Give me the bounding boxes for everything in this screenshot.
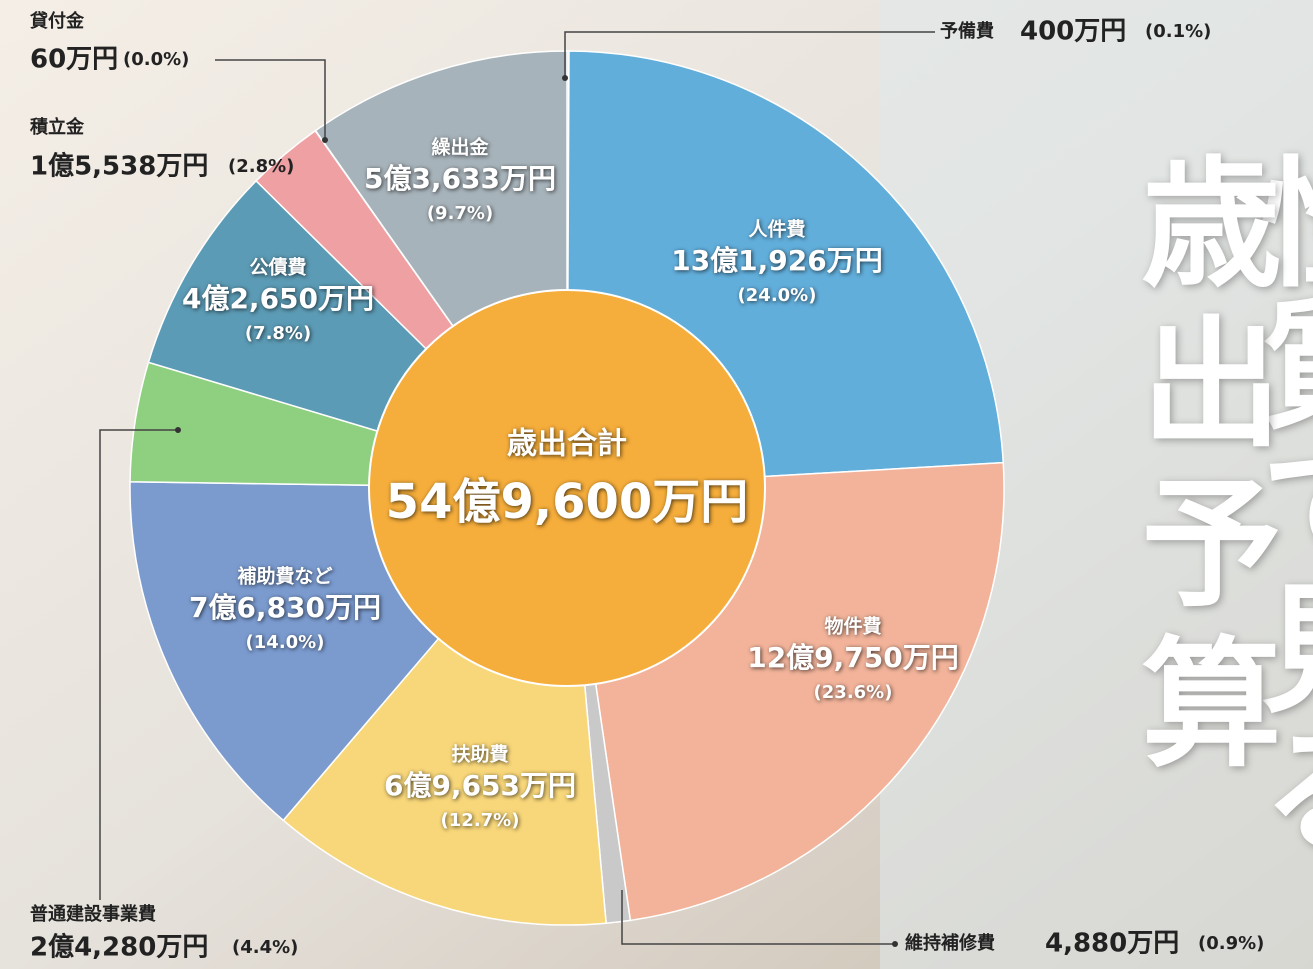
center-circle xyxy=(368,289,766,687)
leader-dot xyxy=(175,427,181,433)
leader-line xyxy=(621,890,895,945)
slice-amount: 60万円 xyxy=(30,45,118,75)
slice-percent: (4.4%) xyxy=(232,937,298,958)
leader-dot xyxy=(322,137,328,143)
slice-percent: (9.7%) xyxy=(427,203,493,224)
leader-dot xyxy=(562,75,568,81)
slice-name: 補助費など xyxy=(236,565,332,588)
vertical-subtitle: 歳出予算 xyxy=(1117,150,1280,790)
leader-line xyxy=(564,31,935,78)
slice-name: 普通建設事業費 xyxy=(30,903,156,925)
vertical-title: 性質で見る xyxy=(1237,150,1313,860)
leader-line xyxy=(215,59,326,140)
slice-percent: (0.0%) xyxy=(123,49,189,70)
slice-percent: (2.8%) xyxy=(228,156,294,177)
slice-name: 公債費 xyxy=(249,256,306,279)
slice-amount: 4億2,650万円 xyxy=(182,282,374,315)
slice-amount: 400万円 xyxy=(1020,17,1126,47)
slice-percent: (24.0%) xyxy=(738,285,817,306)
slice-percent: (23.6%) xyxy=(814,682,893,703)
slice-name: 人件費 xyxy=(748,218,805,241)
slice-name: 貸付金 xyxy=(30,10,85,32)
slice-name: 予備費 xyxy=(940,20,994,42)
center-total: 54億9,600万円 xyxy=(386,474,749,530)
slice-percent: (0.9%) xyxy=(1198,933,1264,954)
slice-amount: 2億4,280万円 xyxy=(30,933,208,963)
slice-name: 積立金 xyxy=(29,116,85,138)
slice-amount: 5億3,633万円 xyxy=(364,162,556,195)
slice-name: 維持補修費 xyxy=(905,932,995,954)
slice-amount: 12億9,750万円 xyxy=(747,641,959,674)
slice-name: 扶助費 xyxy=(451,743,508,766)
slice-amount: 6億9,653万円 xyxy=(384,769,576,802)
leader-line xyxy=(99,429,178,900)
slice-amount: 13億1,926万円 xyxy=(671,244,883,277)
slice-percent: (14.0%) xyxy=(246,632,325,653)
slice-amount: 1億5,538万円 xyxy=(30,152,208,182)
slice-percent: (7.8%) xyxy=(245,323,311,344)
slice-amount: 4,880万円 xyxy=(1045,929,1179,959)
slice-amount: 7億6,830万円 xyxy=(189,591,381,624)
slice-name: 物件費 xyxy=(824,615,881,638)
slice-percent: (0.1%) xyxy=(1145,21,1211,42)
leader-dot xyxy=(892,941,898,947)
center-title: 歳出合計 xyxy=(507,427,627,462)
slice-percent: (12.7%) xyxy=(441,810,520,831)
slice-name: 繰出金 xyxy=(431,136,489,159)
